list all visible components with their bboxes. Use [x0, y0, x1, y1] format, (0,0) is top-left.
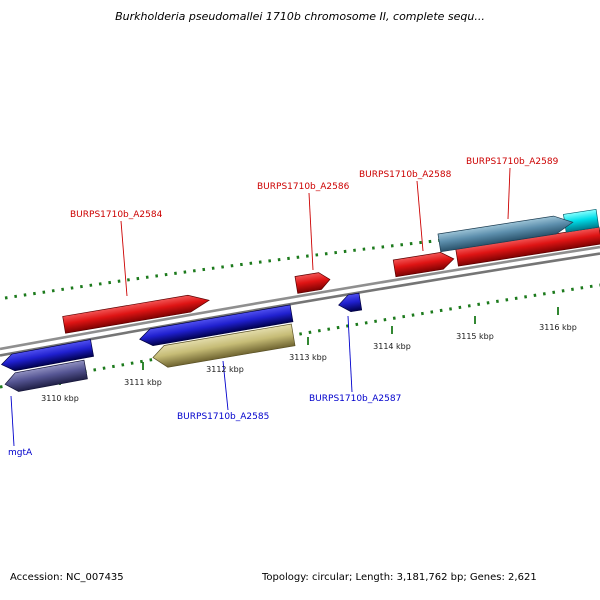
backbone-line-bottom — [0, 252, 600, 357]
gene-arrow-BURPS1710b_A2586[interactable] — [294, 271, 331, 294]
ruler-label-3112kbp: 3112 kbp — [206, 365, 244, 374]
callout-line-mgtA — [10, 395, 15, 447]
callout-line-A2584 — [120, 220, 128, 297]
gene-arrow-mgtA[interactable] — [3, 359, 88, 393]
gene-label-BURPS1710b_A2589[interactable]: BURPS1710b_A2589 — [466, 157, 559, 167]
callout-line-A2589 — [507, 167, 511, 220]
gene-label-mgtA[interactable]: mgtA — [8, 448, 33, 458]
gene-arrow-unlabeled-blue-mid[interactable] — [138, 304, 294, 348]
callout-line-A2585 — [222, 360, 229, 411]
gene-arrow-BURPS1710b_A2588[interactable] — [392, 251, 455, 278]
callout-line-A2587 — [347, 315, 353, 393]
gene-arrow-BURPS1710b_A2587[interactable] — [337, 292, 363, 313]
ruler-label-3114kbp: 3114 kbp — [373, 342, 411, 351]
backbone-line-top — [0, 245, 600, 351]
gene-arrow-BURPS1710b_A2584[interactable] — [62, 292, 211, 334]
ruler-label-3115kbp: 3115 kbp — [456, 332, 494, 341]
gene-label-BURPS1710b_A2584[interactable]: BURPS1710b_A2584 — [70, 210, 163, 220]
gene-label-BURPS1710b_A2586[interactable]: BURPS1710b_A2586 — [257, 182, 350, 192]
ruler-label-3111kbp: 3111 kbp — [124, 378, 162, 387]
gene-arrow-BURPS1710b_A2585[interactable] — [151, 323, 296, 369]
page-title: Burkholderia pseudomallei 1710b chromoso… — [115, 10, 485, 23]
topology-summary-text: Topology: circular; Length: 3,181,762 bp… — [262, 572, 537, 583]
accession-text: Accession: NC_007435 — [10, 572, 124, 583]
lower-tick-arc — [0, 283, 600, 389]
callout-line-A2588 — [416, 180, 424, 252]
callout-line-A2586 — [308, 192, 314, 271]
gene-arrow-BURPS1710b_A2589[interactable] — [437, 213, 574, 253]
ruler-label-3113kbp: 3113 kbp — [289, 353, 327, 362]
gene-label-BURPS1710b_A2588[interactable]: BURPS1710b_A2588 — [359, 170, 452, 180]
gene-label-BURPS1710b_A2587[interactable]: BURPS1710b_A2587 — [309, 394, 401, 404]
ruler-label-3110kbp: 3110 kbp — [41, 394, 79, 403]
gene-label-BURPS1710b_A2585[interactable]: BURPS1710b_A2585 — [177, 412, 269, 422]
ruler-label-3116kbp: 3116 kbp — [539, 323, 577, 332]
gene-arrow-unlabeled-blue-left[interactable] — [0, 339, 94, 373]
